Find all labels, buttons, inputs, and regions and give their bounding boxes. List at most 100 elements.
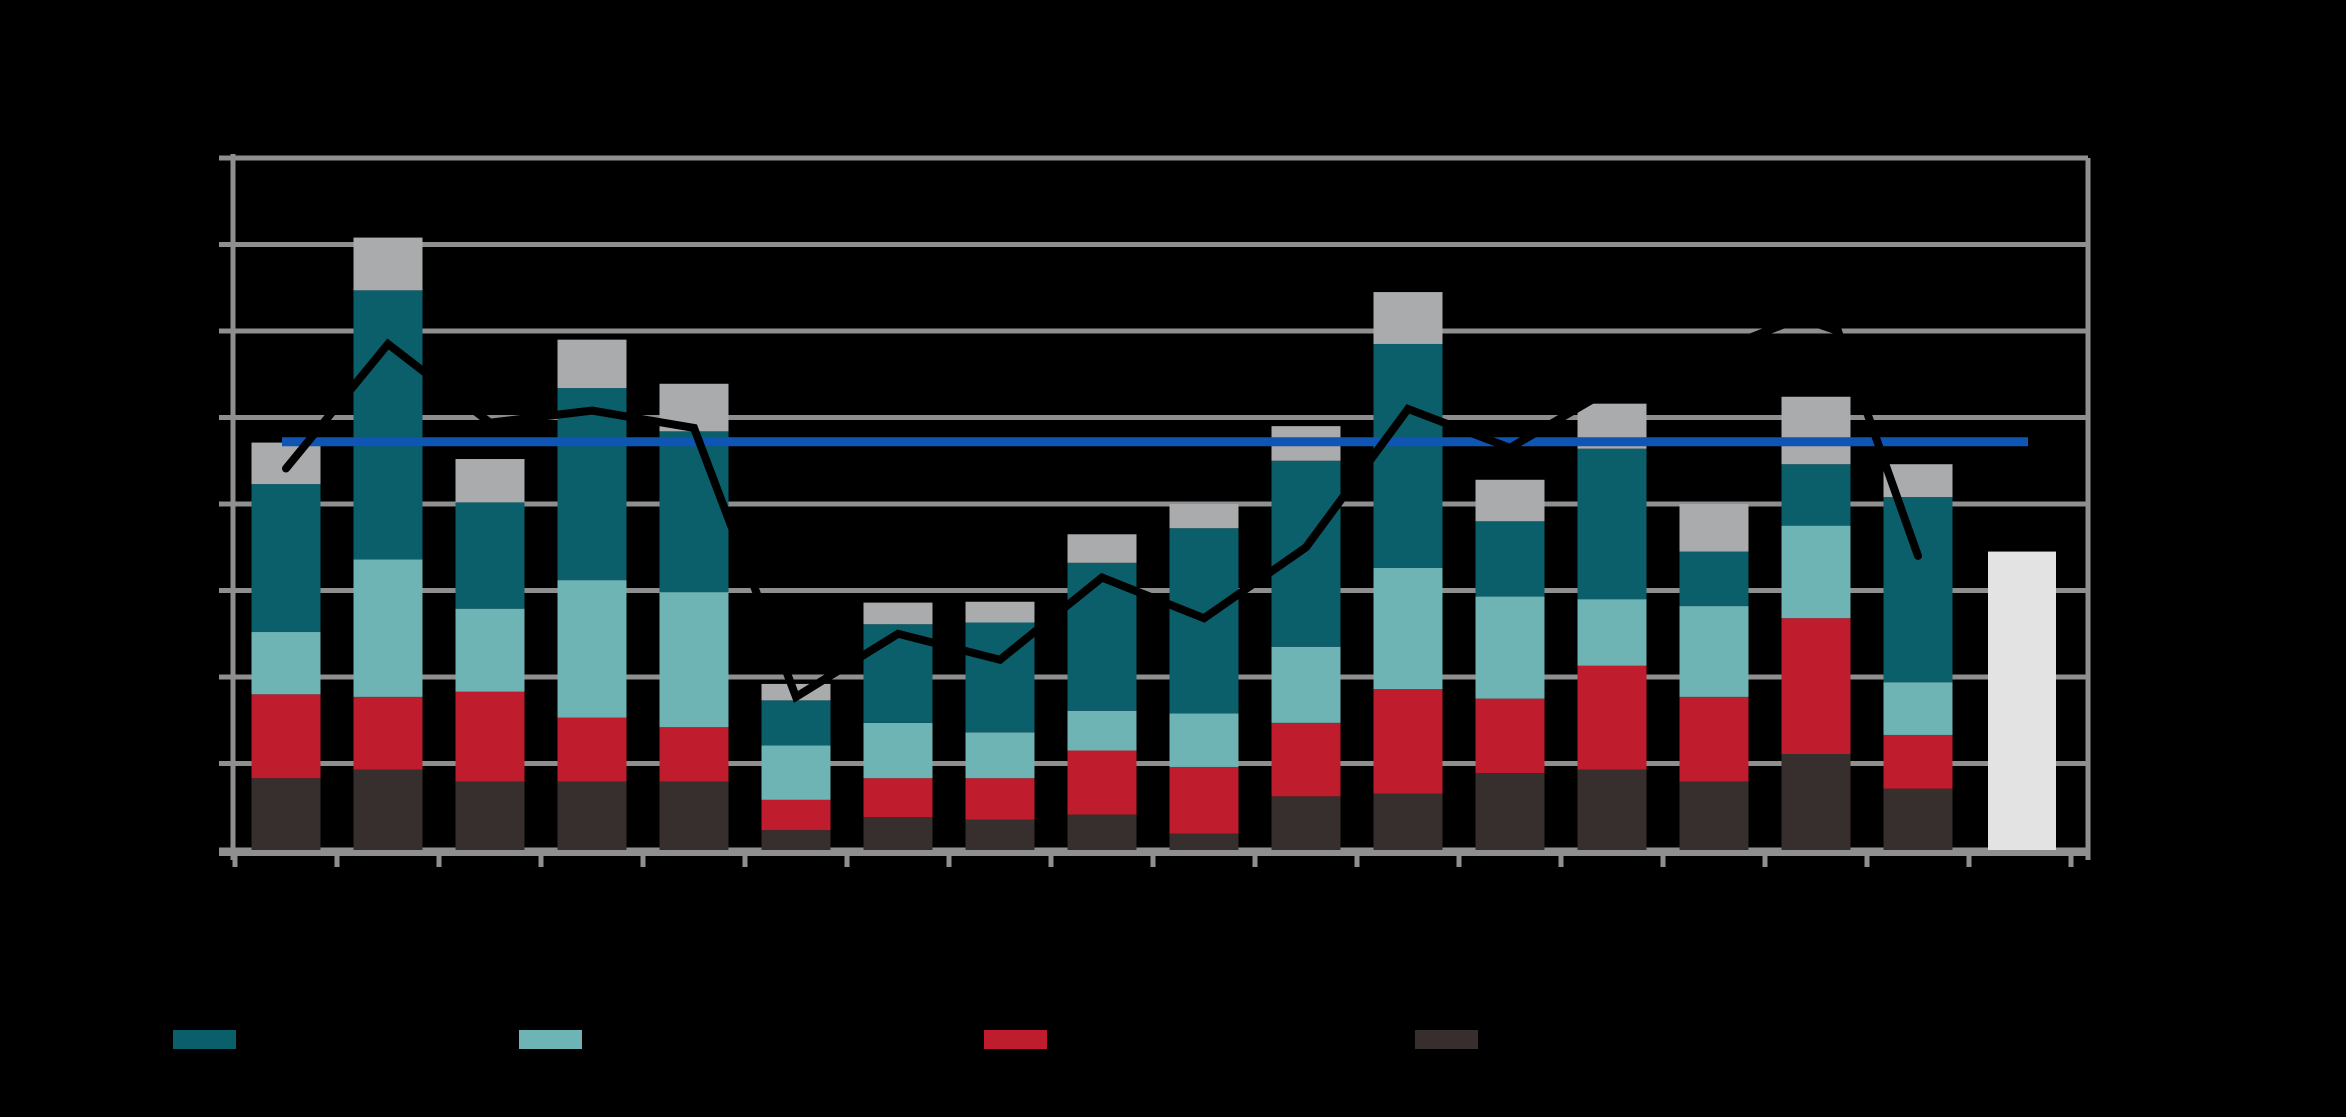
stacked-bar bbox=[251, 442, 321, 850]
bar-segment-top-gray-cap bbox=[1169, 504, 1239, 529]
bar-segment-red bbox=[1067, 750, 1137, 815]
bar-segment-red bbox=[1883, 734, 1953, 789]
bar-segment-bottom-charcoal bbox=[1883, 788, 1953, 850]
stacked-bar bbox=[761, 683, 831, 850]
bar-segment-top-gray-cap bbox=[353, 237, 423, 291]
bar-segment-dark-teal bbox=[761, 700, 831, 746]
bar-segment-bottom-charcoal bbox=[863, 817, 933, 850]
bar-segment-dark-teal bbox=[1781, 464, 1851, 526]
bar-segment-light-teal bbox=[455, 608, 525, 692]
stacked-bar bbox=[1781, 396, 1851, 850]
bar-segment-bottom-charcoal bbox=[353, 769, 423, 850]
bar-segment-red bbox=[1679, 696, 1749, 782]
bar-segment-light-teal bbox=[1679, 606, 1749, 697]
bar-segment-light-teal bbox=[659, 592, 729, 728]
stacked-bar bbox=[863, 602, 933, 850]
bar-segment-bottom-charcoal bbox=[1475, 773, 1545, 850]
stacked-bar bbox=[1373, 292, 1443, 850]
bar-segment-top-gray-cap bbox=[1373, 292, 1443, 344]
bar-segment-red bbox=[1475, 698, 1545, 774]
bar-segment-dark-teal bbox=[353, 290, 423, 560]
legend-swatch-light-teal bbox=[519, 1030, 582, 1049]
bar-segment-bottom-charcoal bbox=[1169, 833, 1239, 850]
bar-segment-dark-teal bbox=[455, 502, 525, 609]
bar-segment-red bbox=[761, 799, 831, 831]
bar-segment-light-teal bbox=[863, 722, 933, 779]
bar-segment-bottom-charcoal bbox=[251, 778, 321, 850]
bar-segment-top-gray-cap bbox=[965, 601, 1035, 623]
bar-segment-top-gray-cap bbox=[1781, 396, 1851, 465]
bar-segment-red bbox=[1577, 665, 1647, 770]
bar-segment-bottom-charcoal bbox=[1679, 781, 1749, 850]
bar-segment-top-gray-cap bbox=[863, 602, 933, 625]
bar-segment-red bbox=[1169, 766, 1239, 834]
bar-segment-bottom-charcoal bbox=[1271, 796, 1341, 850]
bar-segment-light-teal bbox=[1067, 710, 1137, 751]
legend-swatch-red bbox=[984, 1030, 1047, 1049]
bar-segment-light-teal bbox=[1577, 599, 1647, 666]
stacked-bar bbox=[1169, 504, 1239, 850]
stacked-bars bbox=[251, 237, 1953, 850]
bar-segment-red bbox=[557, 717, 627, 782]
stacked-bar bbox=[1067, 534, 1137, 850]
bar-segment-bottom-charcoal bbox=[1577, 769, 1647, 850]
bar-segment-bottom-charcoal bbox=[1373, 793, 1443, 850]
bar-segment-dark-teal bbox=[659, 431, 729, 593]
bar-segment-bottom-charcoal bbox=[1067, 814, 1137, 850]
bar-segment-red bbox=[1781, 618, 1851, 754]
bar-segment-light-teal bbox=[557, 580, 627, 718]
legend bbox=[173, 1030, 1478, 1049]
bar-segment-top-gray-cap bbox=[455, 459, 525, 503]
bar-segment-top-gray-cap bbox=[1679, 504, 1749, 552]
gridlines bbox=[219, 154, 2091, 860]
x-axis bbox=[219, 850, 2088, 867]
bar-segment-red bbox=[863, 778, 933, 818]
stacked-bar bbox=[1271, 426, 1341, 850]
stacked-bar bbox=[659, 383, 729, 850]
stacked-bar bbox=[1475, 479, 1545, 850]
bar-segment-red bbox=[1271, 722, 1341, 797]
bar-segment-red bbox=[659, 727, 729, 782]
bar-segment-light-teal bbox=[1781, 525, 1851, 619]
bar-segment-dark-teal bbox=[1271, 460, 1341, 647]
bar-segment-red bbox=[1373, 689, 1443, 794]
bar-segment-bottom-charcoal bbox=[659, 781, 729, 850]
bar-segment-light-teal bbox=[1169, 713, 1239, 767]
bar-segment-top-gray-cap bbox=[1067, 534, 1137, 563]
bar-segment-dark-teal bbox=[1883, 497, 1953, 683]
bar-segment-light-teal bbox=[1373, 568, 1443, 690]
bar-segment-top-gray-cap bbox=[557, 339, 627, 389]
bar-segment-bottom-charcoal bbox=[1781, 753, 1851, 850]
stacked-bar bbox=[1577, 403, 1647, 850]
bar-segment-red bbox=[455, 691, 525, 782]
stacked-bar bbox=[455, 459, 525, 850]
stacked-bar bbox=[1679, 504, 1749, 850]
bar-segment-light-teal bbox=[1271, 646, 1341, 723]
stacked-bar bbox=[965, 601, 1035, 850]
highlight-bar bbox=[1988, 551, 2056, 850]
bar-segment-dark-teal bbox=[1475, 521, 1545, 597]
bar-segment-top-gray-cap bbox=[1475, 479, 1545, 522]
bar-segment-light-teal bbox=[353, 559, 423, 697]
bar-segment-bottom-charcoal bbox=[557, 781, 627, 850]
stacked-bar bbox=[1883, 464, 1953, 850]
bar-segment-red bbox=[353, 696, 423, 770]
bar-segment-bottom-charcoal bbox=[455, 781, 525, 850]
trend-line bbox=[282, 313, 1922, 703]
bar-segment-dark-teal bbox=[1679, 551, 1749, 607]
bar-segment-light-teal bbox=[251, 632, 321, 695]
bar-segment-light-teal bbox=[1883, 682, 1953, 735]
bar-segment-bottom-charcoal bbox=[965, 819, 1035, 850]
bar-segment-light-teal bbox=[1475, 596, 1545, 699]
stacked-bar bbox=[557, 339, 627, 850]
legend-swatch-charcoal bbox=[1415, 1030, 1478, 1049]
bar-segment-dark-teal bbox=[1373, 343, 1443, 569]
stacked-bar bbox=[353, 237, 423, 850]
bar-segment-light-teal bbox=[761, 745, 831, 800]
bar-segment-bottom-charcoal bbox=[761, 830, 831, 850]
legend-swatch-dark-teal bbox=[173, 1030, 236, 1049]
bar-segment-dark-teal bbox=[1577, 448, 1647, 600]
bar-segment-dark-teal bbox=[251, 484, 321, 633]
bar-segment-red bbox=[251, 694, 321, 779]
